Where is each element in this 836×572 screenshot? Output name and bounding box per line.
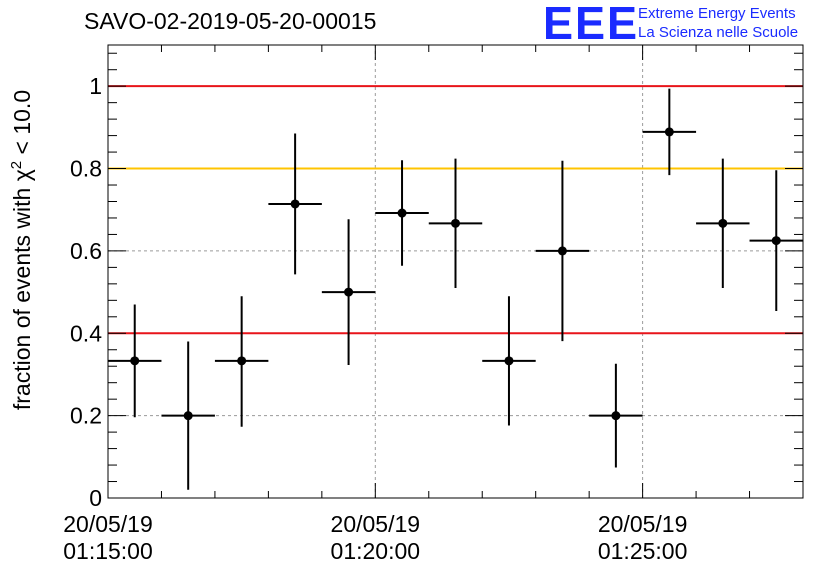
data-point-10 [664, 127, 674, 137]
y-tick-label-0: 0 [89, 485, 102, 511]
data-point-11 [718, 218, 728, 228]
plot-frame [107, 44, 804, 499]
x-tick-date-2: 20/05/19 [598, 511, 688, 537]
logo-mark: EEE [543, 0, 640, 49]
data-point-1 [183, 411, 193, 421]
chart-title: SAVO-02-2019-05-20-00015 [84, 8, 377, 34]
logo-line-2: La Scienza nelle Scuole [638, 24, 799, 41]
y-tick-label-1: 0.2 [70, 403, 102, 429]
data-point-4 [344, 287, 354, 297]
y-tick-label-2: 0.4 [70, 320, 102, 346]
y-tick-label-5: 1 [89, 73, 102, 99]
data-point-12 [771, 236, 781, 246]
y-tick-label-4: 0.8 [70, 156, 102, 182]
data-point-8 [557, 246, 567, 256]
x-tick-date-1: 20/05/19 [331, 511, 421, 537]
x-tick-time-1: 01:20:00 [331, 538, 421, 564]
logo-line-1: Extreme Energy Events [638, 5, 796, 22]
data-point-9 [611, 411, 621, 421]
x-tick-time-0: 01:15:00 [63, 538, 153, 564]
data-point-3 [290, 199, 300, 209]
data-point-6 [451, 218, 460, 228]
data-point-5 [397, 208, 407, 218]
x-tick-date-0: 20/05/19 [63, 511, 153, 537]
y-tick-label-3: 0.6 [70, 238, 102, 264]
data-point-2 [237, 356, 247, 366]
data-point-0 [130, 356, 140, 366]
x-tick-time-2: 01:25:00 [598, 538, 688, 564]
data-point-7 [504, 356, 514, 366]
